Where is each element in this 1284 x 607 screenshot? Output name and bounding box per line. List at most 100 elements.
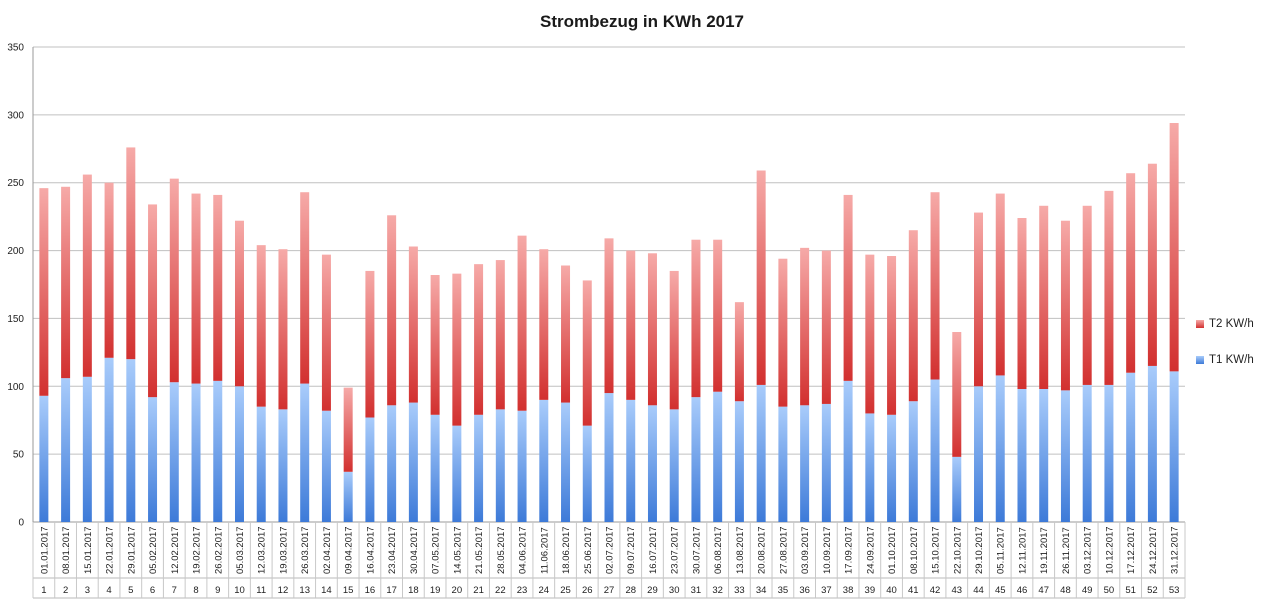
x-tick-date: 19.02.2017 [192,526,203,574]
bar-t1 [408,402,418,522]
x-tick-date: 10.12.2017 [1104,526,1115,574]
x-tick-date: 30.07.2017 [691,526,702,574]
bar-t1 [300,383,310,522]
bar-t1 [604,393,614,522]
bar-t1 [908,401,918,522]
x-tick-date: 08.01.2017 [61,526,72,574]
bar-t1 [974,386,984,522]
bar-t1 [865,413,875,522]
x-tick-date: 05.11.2017 [996,527,1007,574]
x-tick-date: 31.12.2017 [1170,526,1181,574]
bar-t2 [1169,123,1179,372]
x-tick-date: 09.04.2017 [344,526,355,574]
bar-t2 [778,258,788,407]
bar-t2 [669,270,679,410]
bar-t2 [452,273,462,426]
bar-t2 [234,220,244,387]
bar-t1 [821,403,831,522]
x-tick-date: 22.10.2017 [952,526,963,574]
x-tick-week: 2 [63,585,68,596]
bar-t2 [321,254,331,411]
bar-t1 [1126,372,1136,522]
x-tick-week: 45 [995,585,1006,596]
x-tick-week: 1 [41,585,46,596]
y-tick-label: 200 [7,246,24,257]
bar-t1 [539,399,549,522]
x-tick-week: 43 [951,585,962,596]
x-tick-week: 28 [625,585,636,596]
x-tick-date: 29.10.2017 [974,526,985,574]
x-tick-date: 03.12.2017 [1083,526,1094,574]
x-tick-week: 31 [691,585,702,596]
x-tick-date: 20.08.2017 [757,526,768,574]
x-tick-date: 23.07.2017 [670,526,681,574]
bar-t1 [952,456,962,522]
x-tick-date: 05.03.2017 [235,526,246,574]
bar-t2 [191,193,201,384]
bar-t2 [539,249,549,400]
bar-t1 [800,405,810,522]
x-tick-date: 12.02.2017 [170,526,181,574]
bar-t2 [604,238,614,394]
x-tick-week: 34 [756,585,767,596]
bar-t2 [582,280,592,426]
y-tick-label: 350 [7,43,24,54]
bar-t1 [104,357,114,522]
chart-title: Strombezug in KWh 2017 [539,12,745,31]
bar-t1 [1082,384,1092,522]
x-tick-date: 12.03.2017 [257,526,268,574]
bar-t2 [995,193,1005,376]
x-tick-date: 30.04.2017 [409,526,420,574]
bar-t2 [561,265,571,403]
bar-t2 [865,254,875,414]
bar-t2 [278,249,288,410]
bar-t1 [452,425,462,522]
legend-swatch-t2 [1196,320,1204,328]
bar-t2 [1060,220,1070,391]
x-tick-week: 3 [85,585,90,596]
bar-t1 [887,414,897,522]
bar-t1 [213,380,223,522]
bar-t1 [1104,384,1114,522]
bar-t2 [887,256,897,415]
x-tick-week: 9 [215,585,220,596]
x-tick-week: 44 [973,585,984,596]
x-tick-week: 53 [1169,585,1180,596]
x-tick-date: 15.01.2017 [83,526,94,574]
bar-t2 [148,204,158,398]
x-tick-date: 19.03.2017 [278,526,289,574]
x-tick-week: 33 [734,585,745,596]
bar-t1 [148,397,158,522]
x-tick-week: 14 [321,585,332,596]
bar-t1 [1169,371,1179,522]
bar-t2 [39,188,49,396]
x-tick-week: 23 [517,585,528,596]
legend-item-t1: T1 KW/h [1196,351,1254,369]
x-tick-week: 11 [256,585,266,596]
bar-t2 [1039,205,1049,389]
x-tick-date: 23.04.2017 [387,526,398,574]
bar-t1 [561,402,571,522]
bar-t2 [647,253,657,406]
bar-t2 [104,182,114,358]
bar-t1 [321,410,331,522]
bar-t2 [1147,163,1157,366]
x-tick-week: 4 [106,585,111,596]
x-tick-week: 20 [452,585,463,596]
x-tick-week: 24 [539,585,550,596]
bar-t1 [191,383,201,522]
bar-t1 [734,401,744,522]
bar-t2 [387,215,397,406]
y-tick-label: 100 [7,382,24,393]
bar-t1 [256,406,266,522]
bar-t2 [930,192,940,380]
bar-t1 [756,384,766,522]
bar-t1 [430,414,440,522]
x-tick-date: 28.05.2017 [496,526,507,574]
x-tick-week: 17 [386,585,397,596]
x-tick-week: 27 [604,585,615,596]
bar-t2 [365,270,375,418]
x-tick-date: 16.07.2017 [648,526,659,574]
x-tick-week: 19 [430,585,441,596]
x-tick-week: 18 [408,585,419,596]
